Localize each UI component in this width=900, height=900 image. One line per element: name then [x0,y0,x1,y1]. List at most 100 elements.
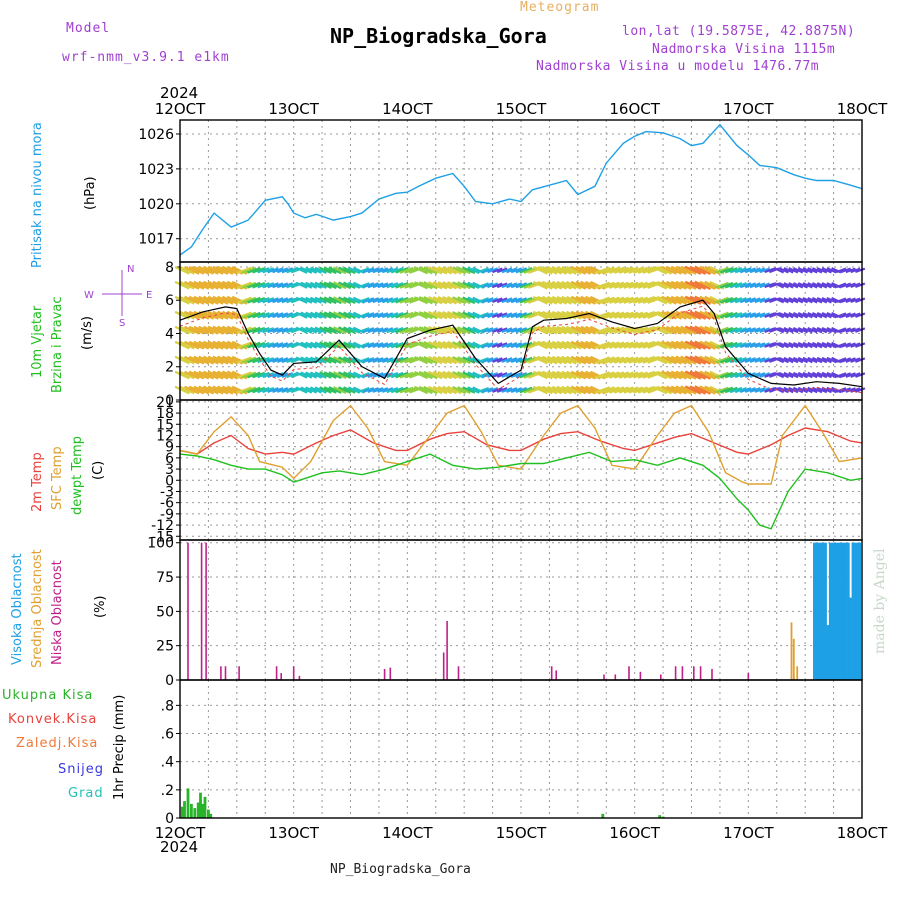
wind-barb [482,342,494,349]
wind-barb [666,340,682,350]
wind-barb [510,312,523,319]
wind-barb [343,356,356,364]
wind-barb [252,341,266,349]
mid-cloud-bar [792,638,795,680]
wind-barb [286,327,299,334]
wind-barb [377,342,389,349]
wind-barb [267,372,279,379]
wind-barb [734,356,747,364]
wind-barb [749,267,761,274]
wind-barb [281,327,294,334]
wind-barb [759,357,771,363]
wind-barb [452,296,467,305]
wind-barb [797,386,809,394]
wind-barb [811,341,823,349]
wind-barb [305,296,318,304]
wind-barb [778,297,789,304]
low-cloud-bar [674,666,677,680]
wind-barb [472,311,485,319]
wind-barb [754,372,766,378]
wind-barb [694,370,711,380]
wind-barb [734,282,747,289]
wind-barb [744,342,756,349]
wind-barb [675,310,692,320]
wind-barb [724,341,738,349]
wind-barb [675,295,692,305]
wind-barb [262,327,275,334]
low-cloud-bar [200,542,203,680]
x-tick-label-bottom: 13OCT [268,824,319,842]
wind-barb [816,282,828,289]
wind-barb [343,281,356,289]
wind-barb [428,370,443,380]
wind-barb [386,297,399,304]
wind-barb [519,267,533,274]
altitude: Nadmorska Visina 1115m [652,42,836,57]
wind-barb [328,326,342,335]
wind-barb [604,326,620,334]
wind-barb [684,340,702,350]
wind-barb [462,296,476,305]
wind-barb [386,312,399,319]
wind-barb [811,371,823,379]
y-tick-label: 1017 [138,232,174,248]
wind-barb [783,371,794,379]
wind-barb [418,341,433,350]
wind-barb [447,281,462,290]
wind-barb [477,312,489,319]
wind-barb [613,296,630,304]
x-tick-label-top: 18OCT [837,100,888,118]
wind-barb [241,326,257,334]
wind-barb [656,295,673,305]
wind-barb [816,326,828,334]
wind-barb [510,327,523,334]
wind-barb [377,327,389,334]
wind-barb [613,341,630,349]
wind-barb [666,385,682,395]
wind-barb [840,312,852,319]
wind-barb [472,296,485,304]
wind-barb [202,295,219,305]
wind-barb [613,266,630,274]
wind-barb [267,312,279,319]
high-cloud-bar [858,542,861,680]
wind-barb [442,266,457,275]
wind-barb [675,370,692,380]
low-cloud-bar [389,667,392,680]
y-tick-label: -12 [151,518,174,534]
wind-barb [295,296,308,304]
wind-barb [821,282,832,289]
wind-barb [467,386,480,394]
wind-barb [547,310,563,320]
low-cloud-bar [238,666,240,680]
wind-barb [850,327,861,333]
wind-barb [423,266,438,275]
wind-barb [754,282,766,289]
wind-barb [179,295,195,305]
wind-barb [309,356,322,364]
wind-barb [487,297,499,304]
wind-barb [542,280,558,290]
wind-barb [652,295,668,305]
high-cloud-bar [853,542,857,680]
wind-barb [482,372,494,379]
wind-barb [714,371,729,379]
wind-barb [309,296,322,304]
wind-barb [506,282,518,289]
y-tick-label: -15 [151,529,174,545]
wind-barb [338,356,352,364]
wind-barb [845,342,856,348]
wind-barb [759,282,771,289]
wind-barb [418,370,433,380]
wind-barb [236,356,252,364]
wind-barb [594,341,611,349]
wind-barb [347,386,361,394]
wind-barb [551,355,568,365]
wind-barb [652,310,668,320]
wind-barb [423,385,438,395]
x-tick-label-bottom: 15OCT [496,824,547,842]
compass-e: E [146,290,152,301]
wind-barb [788,297,799,304]
wind-barb [759,297,771,304]
wind-barb [333,281,347,290]
